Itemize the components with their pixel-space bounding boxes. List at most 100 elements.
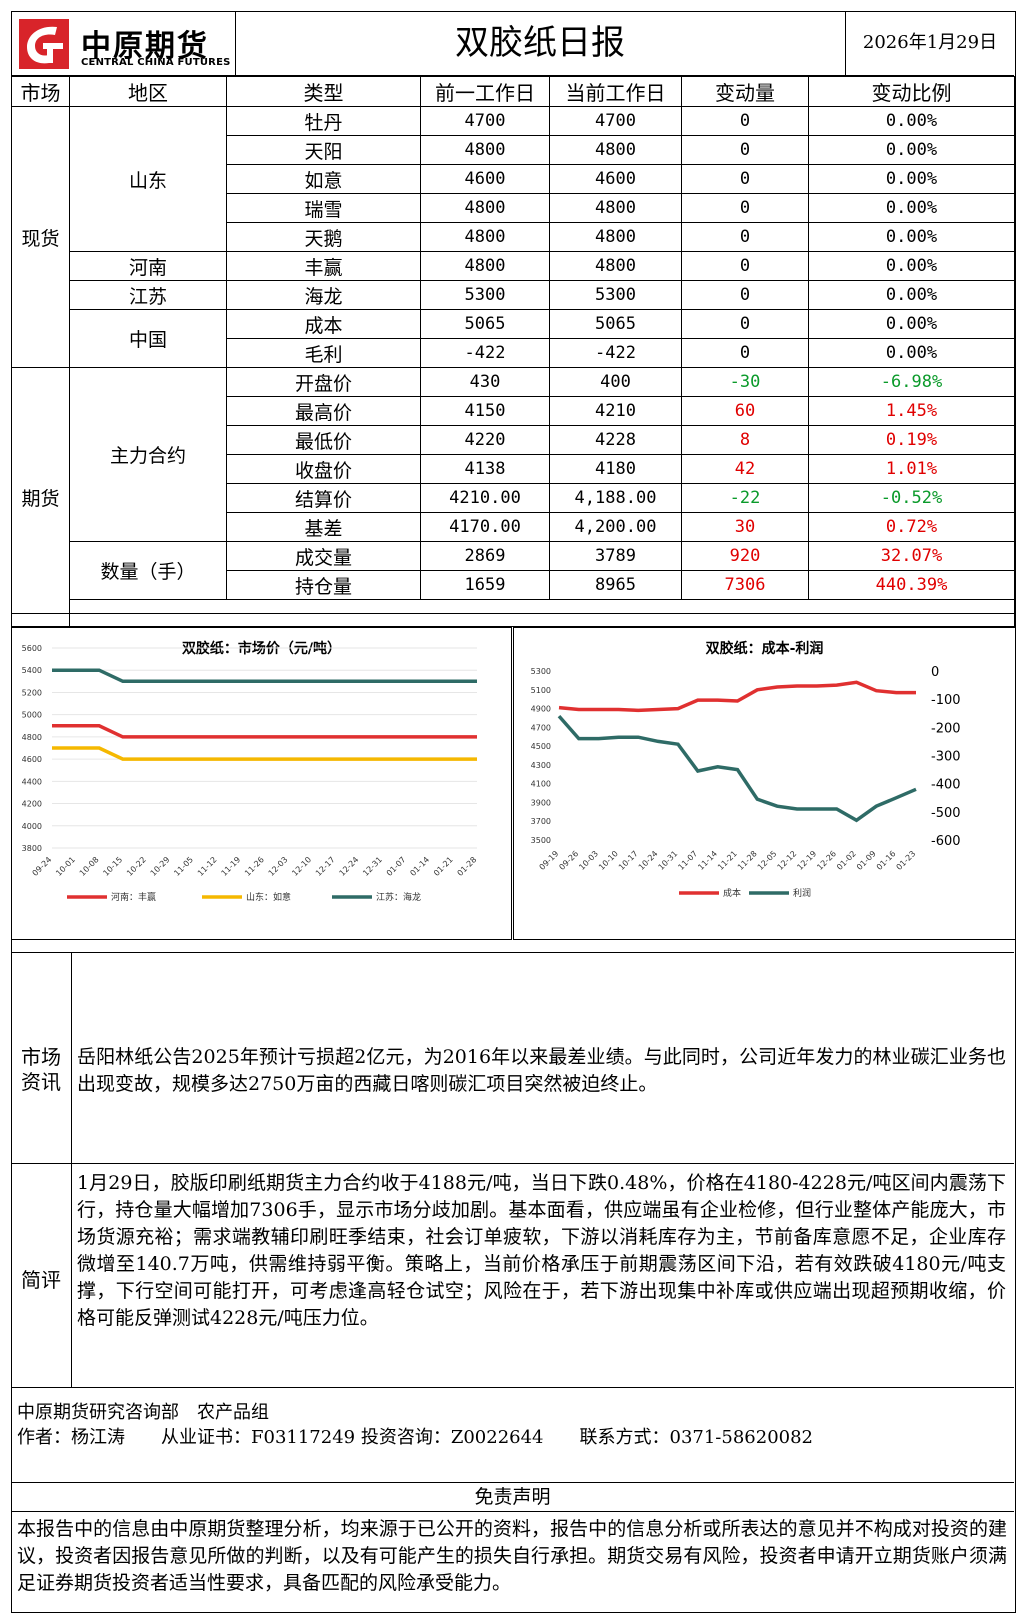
cell-prev: 430	[420, 367, 550, 397]
x-tick-label: 11-28	[736, 849, 759, 872]
review-section: 简评 1月29日，胶版印刷纸期货主力合约收于4188元/吨，当日下跌0.48%，…	[11, 1163, 1014, 1387]
cell-pct: 0.19%	[808, 425, 1015, 455]
y-tick-label: 4000	[22, 822, 42, 831]
x-tick-label: 10-01	[54, 855, 77, 878]
cell-cur: -422	[549, 338, 682, 368]
legend-label: 江苏：海龙	[376, 891, 421, 903]
x-tick-label: 10-24	[637, 849, 660, 872]
col-header: 市场	[11, 76, 70, 107]
cell-chg: 0	[681, 338, 809, 368]
logo-en-text: CENTRAL CHINA FUTURES	[81, 57, 231, 68]
x-tick-label: 10-08	[78, 855, 101, 878]
cell-type: 丰赢	[226, 251, 421, 281]
cell-pct: 1.45%	[808, 396, 1015, 426]
y-tick-label-right: -500	[931, 806, 961, 821]
cell-type: 结算价	[226, 483, 421, 513]
y-tick-label-left: 3900	[531, 798, 551, 807]
cell-type: 海龙	[226, 280, 421, 310]
cell-prev: 5065	[420, 309, 550, 339]
footer-dept: 中原期货研究咨询部 农产品组	[17, 1402, 269, 1423]
cell-chg: 0	[681, 106, 809, 136]
col-header: 类型	[226, 76, 421, 107]
cell-type: 天鹅	[226, 222, 421, 252]
x-tick-label: 10-31	[657, 849, 680, 872]
y-tick-label-right: -600	[931, 834, 961, 849]
cell-pct: 32.07%	[808, 541, 1015, 571]
cell-pct: 0.00%	[808, 106, 1015, 136]
table-row: 中国 成本 5065 5065 0 0.00%	[12, 309, 1015, 368]
col-header: 当前工作日	[549, 76, 682, 107]
cell-prev: 4800	[420, 251, 550, 281]
series-line	[558, 680, 916, 713]
cell-type: 持仓量	[226, 570, 421, 600]
cell-cur: 4210	[549, 396, 682, 426]
cell-cur: 4180	[549, 454, 682, 484]
y-tick-label-left: 4700	[531, 723, 551, 732]
y-tick-label-right: -200	[931, 721, 961, 736]
cell-pct: 0.00%	[808, 338, 1015, 368]
cell-chg: 30	[681, 512, 809, 542]
x-tick-label: 01-07	[385, 855, 408, 878]
cell-pct: -0.52%	[808, 483, 1015, 513]
y-tick-label-left: 4500	[531, 742, 551, 751]
y-tick-label: 5000	[22, 711, 42, 720]
chart-title: 双胶纸：市场价（元/吨）	[181, 641, 342, 657]
legend-label: 利润	[793, 887, 811, 899]
y-tick-label: 5200	[22, 688, 42, 697]
y-tick-label-left: 4900	[531, 705, 551, 714]
review-text: 1月29日，胶版印刷纸期货主力合约收于4188元/吨，当日下跌0.48%，价格在…	[77, 1172, 1006, 1329]
cell-chg: 8	[681, 425, 809, 455]
cell-type: 基差	[226, 512, 421, 542]
table-row: 期货 主力合约 开盘价 430 400 -30 -6.98%	[11, 367, 1015, 627]
y-tick-label-left: 4100	[531, 780, 551, 789]
x-tick-label: 01-14	[408, 855, 431, 878]
y-tick-label-left: 3700	[531, 817, 551, 826]
cell-chg: 0	[681, 222, 809, 252]
x-tick-label: 12-19	[795, 849, 818, 872]
cell-chg: 0	[681, 135, 809, 165]
cell-prev: -422	[420, 338, 550, 368]
cell-prev: 4170.00	[420, 512, 550, 542]
cell-pct: 0.00%	[808, 251, 1015, 281]
cell-type: 成本	[226, 309, 421, 339]
y-tick-label-right: 0	[931, 665, 939, 680]
legend-label: 河南：丰赢	[111, 891, 156, 903]
price-table: 市场 地区 类型 前一工作日 当前工作日 变动量 变动比例 现货 山东 牡丹 47…	[11, 76, 1015, 627]
series-line	[557, 714, 917, 823]
x-tick-label: 11-14	[696, 849, 719, 872]
cell-type: 最高价	[226, 396, 421, 426]
cell-chg: 60	[681, 396, 809, 426]
cell-cur: 4800	[549, 193, 682, 223]
region-cell: 山东	[69, 106, 227, 252]
cell-pct: 0.00%	[808, 135, 1015, 165]
report-title: 双胶纸日报	[235, 11, 846, 75]
footer-author: 作者：杨江涛 从业证书：F03117249 投资咨询：Z0022644 联系方式…	[17, 1427, 814, 1448]
cell-cur: 4800	[549, 222, 682, 252]
cell-pct: 1.01%	[808, 454, 1015, 484]
cell-cur: 3789	[549, 541, 682, 571]
x-tick-label: 10-03	[577, 849, 600, 872]
cell-type: 毛利	[226, 338, 421, 368]
cell-prev: 4600	[420, 164, 550, 194]
y-tick-label-right: -100	[931, 693, 961, 708]
cell-prev: 2869	[420, 541, 550, 571]
cell-pct: 0.00%	[808, 309, 1015, 339]
cell-chg: 42	[681, 454, 809, 484]
x-tick-label: 01-23	[895, 849, 918, 872]
x-tick-label: 10-29	[149, 855, 172, 878]
review-label: 简评	[11, 1164, 72, 1387]
cell-cur: 5065	[549, 309, 682, 339]
cell-prev: 4210.00	[420, 483, 550, 513]
x-tick-label: 11-19	[219, 855, 242, 878]
market-cell-futures: 期货	[11, 367, 70, 627]
x-tick-label: 09-26	[557, 849, 580, 872]
x-tick-label: 10-10	[597, 849, 620, 872]
x-tick-label: 10-22	[125, 855, 148, 878]
table-row: 江苏 海龙 5300 5300 0 0.00%	[12, 280, 1015, 310]
x-tick-label: 01-16	[875, 849, 898, 872]
region-cell: 主力合约	[69, 367, 227, 542]
region-cell: 数量（手）	[69, 541, 227, 600]
review-label-text: 简评	[21, 1268, 61, 1292]
series-line	[52, 668, 477, 684]
x-tick-label: 01-21	[432, 855, 455, 878]
